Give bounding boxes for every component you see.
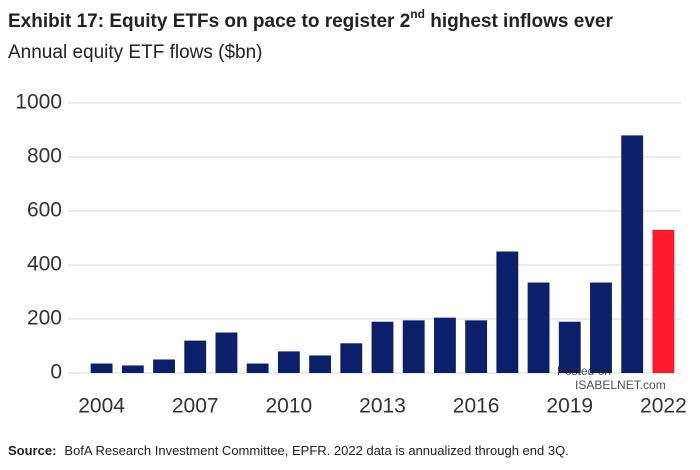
y-tick-label: 400: [27, 253, 62, 276]
source-text: BofA Research Investment Committee, EPFR…: [64, 443, 568, 458]
y-tick-label: 0: [50, 361, 62, 384]
title-text: Exhibit 17: Equity ETFs on pace to regis…: [8, 11, 410, 32]
source-label: Source:: [8, 443, 56, 458]
bar: [558, 321, 581, 373]
x-tick-label: 2019: [546, 395, 593, 418]
source: Source: BofA Research Investment Committe…: [8, 443, 569, 458]
x-tick-label: 2007: [172, 395, 219, 418]
watermark: Posted on: [557, 364, 611, 378]
x-tick-label: 2016: [453, 395, 500, 418]
bar: [527, 282, 550, 373]
bar: [371, 321, 394, 373]
y-tick-label: 1000: [15, 91, 62, 114]
watermark: ISABELNET.com: [575, 378, 666, 392]
bar: [402, 320, 425, 373]
bar: [433, 317, 456, 373]
y-tick-label: 200: [27, 307, 62, 330]
title-superscript: nd: [410, 7, 425, 21]
bar: [496, 251, 519, 373]
x-tick-label: 2013: [359, 395, 406, 418]
y-tick-label: 800: [27, 145, 62, 168]
bar: [121, 365, 144, 373]
chart-subtitle: Annual equity ETF flows ($bn): [8, 42, 263, 63]
bar: [652, 229, 675, 373]
x-tick-label: 2010: [266, 395, 313, 418]
bar: [184, 340, 207, 373]
bar: [246, 363, 269, 373]
bar: [153, 359, 175, 373]
x-tick-label: 2004: [78, 395, 125, 418]
x-tick-label: 2022: [640, 395, 687, 418]
bar: [465, 320, 488, 373]
bar: [309, 355, 332, 373]
bar: [90, 363, 113, 373]
bar: [621, 135, 644, 373]
y-tick-label: 600: [27, 199, 62, 222]
bar: [277, 351, 300, 373]
chart-title: Exhibit 17: Equity ETFs on pace to regis…: [8, 7, 613, 32]
title-text: highest inflows ever: [425, 11, 614, 32]
bar: [340, 343, 363, 373]
bar: [215, 332, 238, 373]
bar: [590, 282, 612, 373]
